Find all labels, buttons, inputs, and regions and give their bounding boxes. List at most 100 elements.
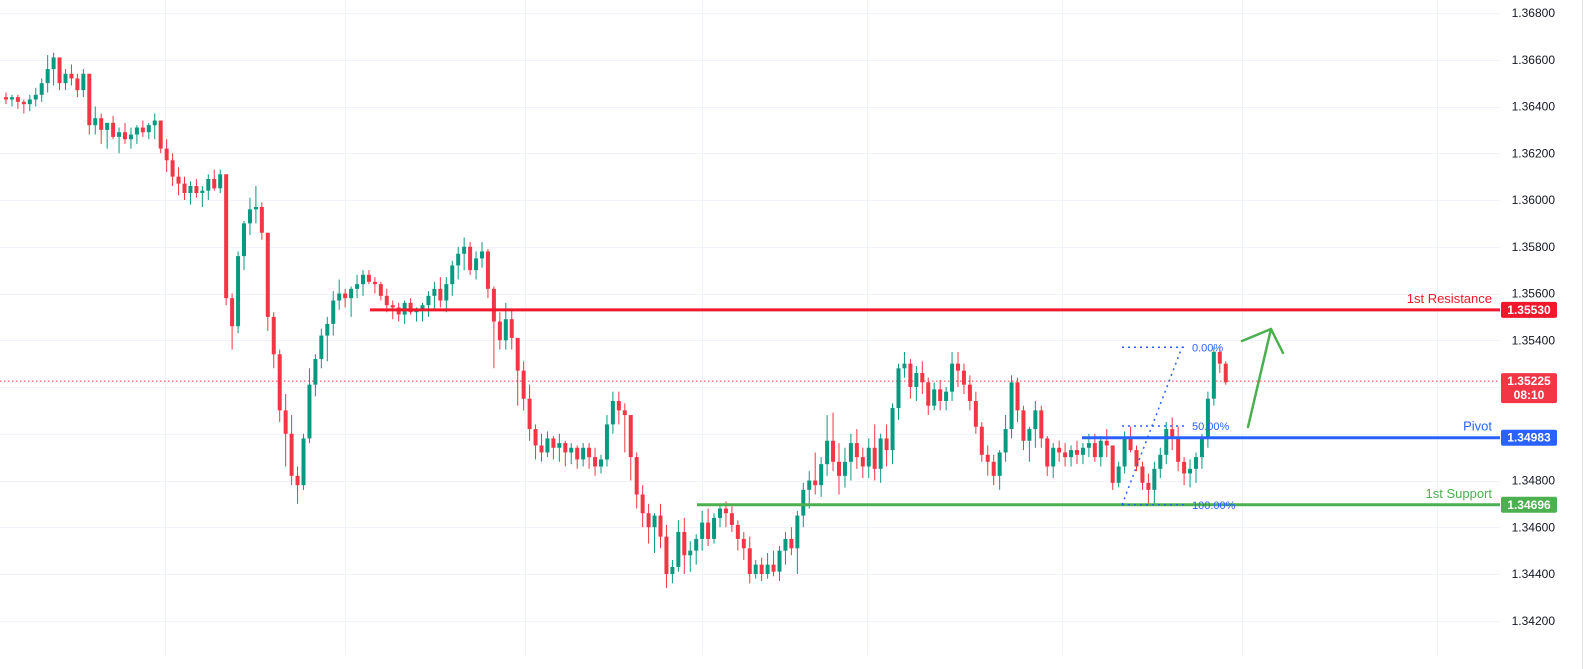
- level-1st-resistance[interactable]: 1st Resistance: [370, 291, 1500, 312]
- candle: [176, 167, 181, 196]
- candle: [117, 127, 122, 154]
- candle: [1104, 429, 1109, 458]
- candle: [545, 431, 550, 458]
- candle: [396, 302, 401, 322]
- candle: [242, 221, 246, 271]
- candle: [355, 274, 360, 299]
- candle: [575, 445, 580, 469]
- svg-text:1.34983: 1.34983: [1507, 431, 1551, 445]
- level-1st-support[interactable]: 1st Support: [697, 486, 1500, 507]
- candle: [729, 506, 734, 532]
- candle: [1045, 436, 1050, 476]
- candle: [509, 309, 514, 350]
- candle: [468, 242, 473, 275]
- price-tick-label: 1.34400: [1512, 567, 1556, 581]
- candle: [1110, 445, 1115, 490]
- candle: [967, 375, 972, 411]
- candle: [1033, 401, 1038, 448]
- candle: [848, 433, 853, 481]
- candle: [325, 316, 330, 362]
- candle: [474, 251, 479, 280]
- candle: [224, 174, 229, 306]
- price-tick-label: 1.36600: [1512, 53, 1556, 67]
- candle: [366, 270, 371, 285]
- candle: [664, 524, 669, 589]
- candle: [81, 69, 86, 98]
- candle: [444, 277, 449, 313]
- candle: [75, 73, 80, 98]
- candle: [313, 354, 318, 397]
- candle: [950, 351, 955, 402]
- candle: [1134, 445, 1139, 472]
- candle: [640, 485, 645, 528]
- candle: [206, 174, 211, 200]
- candle: [1164, 422, 1169, 465]
- candle: [27, 94, 32, 112]
- candle: [866, 438, 871, 479]
- candle: [372, 277, 377, 294]
- level-pivot[interactable]: Pivot: [1082, 419, 1500, 440]
- price-tick-label: 1.36400: [1512, 100, 1556, 114]
- candle: [337, 279, 342, 310]
- candle: [979, 422, 984, 462]
- candle: [961, 363, 966, 395]
- candle: [51, 52, 56, 86]
- candle: [259, 202, 264, 240]
- candle: [1170, 417, 1175, 451]
- candle: [438, 277, 443, 308]
- candle: [759, 557, 764, 582]
- candle: [1158, 447, 1163, 479]
- candle: [1075, 440, 1079, 465]
- candle: [39, 78, 44, 102]
- candle: [247, 197, 252, 236]
- candle: [45, 55, 50, 93]
- up-arrow-icon: [1240, 327, 1285, 429]
- svg-text:1.35530: 1.35530: [1507, 303, 1551, 317]
- candle: [973, 391, 978, 434]
- candle: [658, 503, 663, 549]
- candle: [902, 351, 907, 378]
- candle: [718, 503, 722, 528]
- candle: [33, 87, 38, 107]
- candle: [450, 260, 455, 296]
- candle: [164, 139, 169, 172]
- candle: [384, 288, 389, 313]
- candle: [105, 122, 110, 149]
- candle: [706, 508, 711, 546]
- candle: [551, 436, 556, 460]
- candle: [741, 531, 746, 560]
- candle: [1205, 391, 1210, 448]
- candle: [485, 249, 490, 299]
- candle: [854, 429, 859, 469]
- candle: [212, 169, 217, 191]
- candle: [1039, 405, 1044, 448]
- candle: [616, 391, 621, 425]
- candle: [985, 445, 990, 476]
- level-label: 1st Support: [1426, 486, 1493, 501]
- candle: [9, 94, 14, 107]
- candle: [1194, 452, 1198, 483]
- candle: [634, 452, 639, 509]
- candle: [610, 391, 615, 434]
- candle: [1116, 461, 1121, 488]
- level-label: 1st Resistance: [1407, 291, 1492, 306]
- fibonacci-retracement[interactable]: 0.00% 50.00% 100.00%: [1121, 342, 1236, 512]
- price-axis[interactable]: 1.36800 1.36600 1.36400 1.36200 1.36000 1.358…: [1501, 6, 1557, 628]
- candle: [783, 531, 788, 565]
- candle: [860, 447, 865, 479]
- candle: [878, 433, 883, 483]
- candle: [1211, 347, 1216, 406]
- candle: [765, 552, 770, 579]
- candle: [1217, 347, 1222, 373]
- candle: [842, 447, 847, 488]
- candle: [21, 99, 26, 114]
- svg-text:08:10: 08:10: [1514, 388, 1545, 402]
- candle: [1080, 443, 1085, 465]
- candle: [700, 510, 705, 551]
- candle: [301, 433, 306, 490]
- candle: [1057, 440, 1062, 462]
- candle: [914, 365, 919, 402]
- candle: [134, 125, 139, 144]
